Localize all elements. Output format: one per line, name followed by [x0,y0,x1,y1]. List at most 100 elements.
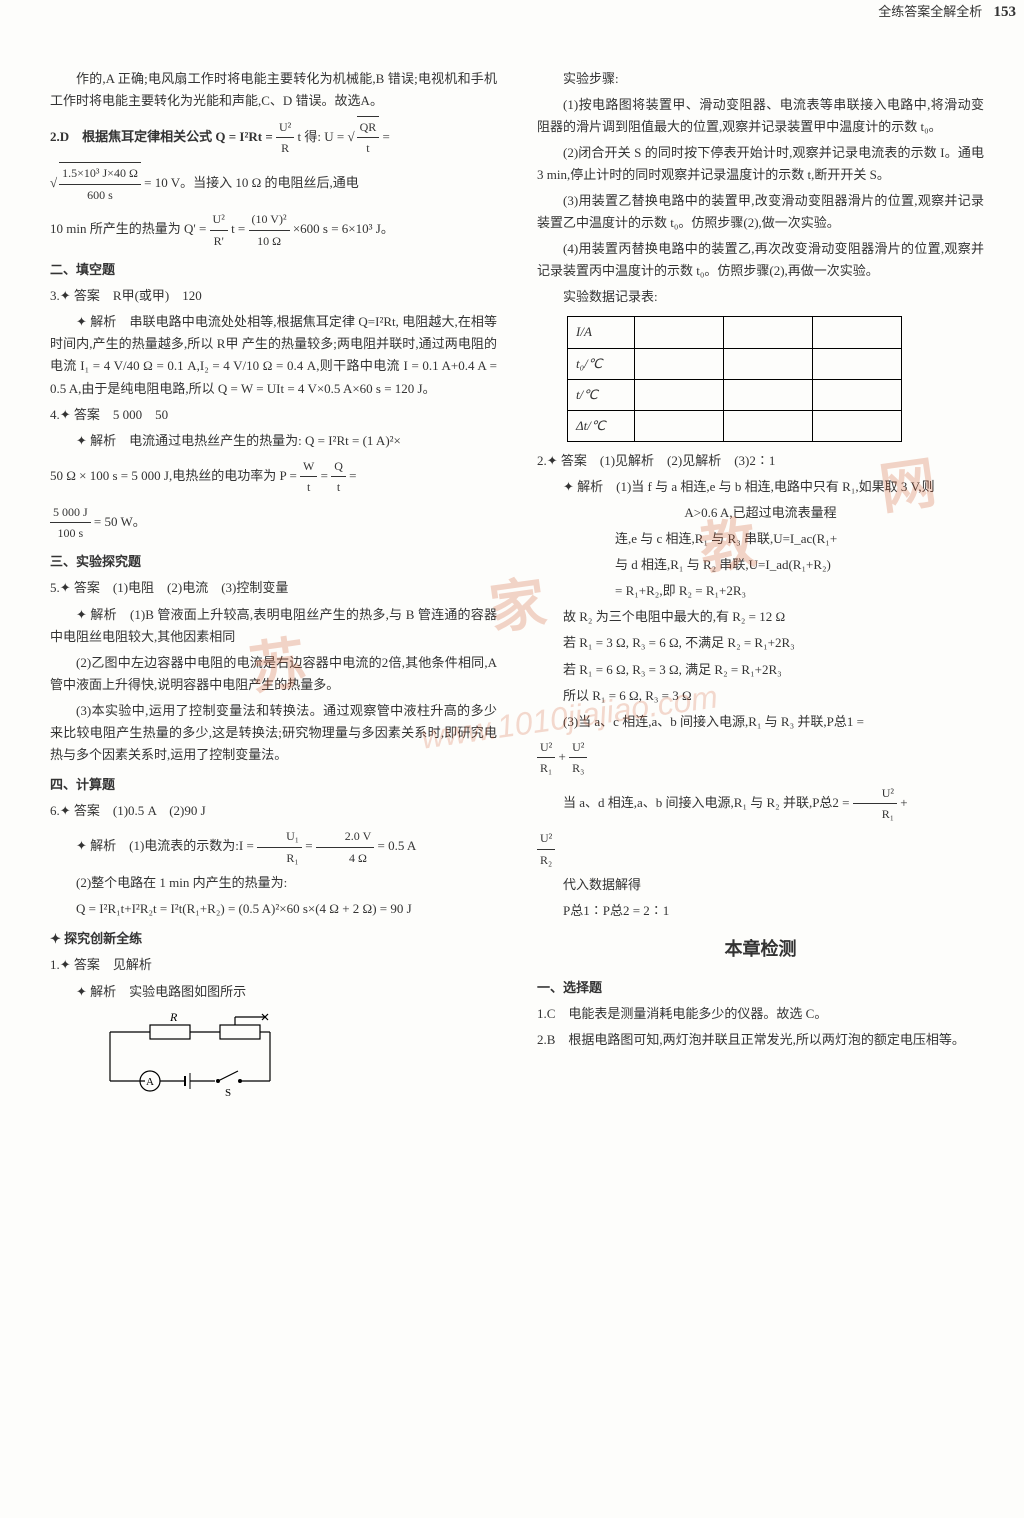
text: = R₁+R₂,即 R₂ = R₁+2R₃ [537,580,984,602]
step-2: (2)闭合开关 S 的同时按下停表开始计时,观察并记录电流表的示数 I。通电 3… [537,142,984,186]
fraction: U²R [276,117,294,159]
step-3: (3)用装置乙替换电路中的装置甲,改变滑动变阻器滑片的位置,观察并记录装置乙中温… [537,190,984,234]
text: U²R₂ [537,828,984,870]
svg-text:A: A [146,1076,154,1088]
circuit-diagram: R A [90,1011,497,1108]
section-heading: 三、实验探究题 [50,551,497,573]
text: P总1∶P总2 = 2∶1 [537,900,984,922]
explain-6: Q = I²R₁t+I²R₂t = I²t(R₁+R₂) = (0.5 A)²×… [50,898,497,920]
chapter-heading: 本章检测 [537,934,984,965]
text: t = [231,221,248,236]
page-number: 153 [994,4,1017,20]
right-column: 实验步骤: (1)按电路图将装置甲、滑动变阻器、电流表等串联接入电路中,将滑动变… [537,68,984,1116]
answer-5: 5.✦ 答案 (1)电阻 (2)电流 (3)控制变量 [50,577,497,599]
text: = [383,129,390,144]
table-row: t/℃ [568,379,902,410]
text: ✦ 解析 (1)电流表的示数为:I = [76,838,257,853]
step-1: (1)按电路图将装置甲、滑动变阻器、电流表等串联接入电路中,将滑动变阻器的滑片调… [537,94,984,138]
table-row: t₀/℃ [568,348,902,379]
row-label: I/A [568,317,635,348]
text: 故 R₂ 为三个电阻中最大的,有 R₂ = 12 Ω [537,606,984,628]
explain-6: (2)整个电路在 1 min 内产生的热量为: [50,872,497,894]
text: 2.D 根据焦耳定律相关公式 Q = I²Rt = [50,129,276,144]
section-heading: 四、计算题 [50,774,497,796]
fraction: U²R₁ [853,783,897,825]
explain-2r: ✦ 解析 (1)当 f 与 a 相连,e 与 b 相连,电路中只有 R₁,如果取… [537,476,984,498]
sqrt: 1.5×10³ J×40 Ω600 s [59,162,141,205]
text: 若 R₁ = 3 Ω, R₃ = 6 Ω, 不满足 R₂ = R₁+2R₃ [537,632,984,654]
explain-5: (2)乙图中左边容器中电阻的电流是右边容器中电流的2倍,其他条件相同,A 管中液… [50,652,497,696]
switch-label: S [225,1087,231,1099]
section-heading: 一、选择题 [537,977,984,999]
answer-4: 4.✦ 答案 5 000 50 [50,404,497,426]
text: (3)当 a、c 相连,a、b 间接入电源,R₁ 与 R₃ 并联,P总1 = [537,711,984,733]
left-column: 作的,A 正确;电风扇工作时将电能主要转化为机械能,B 错误;电视机和手机工作时… [50,68,497,1116]
table-row: Δt/℃ [568,410,902,441]
text: (3)当 a、c 相连,a、b 间接入电源,R₁ 与 R₃ 并联,P总1 = [563,714,864,729]
answer-2r: 2.✦ 答案 (1)见解析 (2)见解析 (3)2∶1 [537,450,984,472]
text: ✦ 解析 电流通过电热丝产生的热量为: Q = I²Rt = (1 A)²× [76,433,401,448]
answer-2b: 2.B 根据电路图可知,两灯泡并联且正常发光,所以两灯泡的额定电压相等。 [537,1029,984,1051]
fraction: (10 V)²10 Ω [249,209,290,251]
resistor-label: R [169,1011,178,1024]
explain-4-cont: 50 Ω × 100 s = 5 000 J,电热丝的电功率为 P = Wt =… [50,456,497,498]
fraction: U²R₃ [569,737,587,779]
text: + [900,795,907,810]
text: = [321,468,332,483]
fraction: Wt [300,456,317,498]
row-label: t/℃ [568,379,635,410]
page-content: 作的,A 正确;电风扇工作时将电能主要转化为机械能,B 错误;电视机和手机工作时… [0,38,1024,1156]
text: = [305,838,316,853]
solution-2d-cont: 10 min 所产生的热量为 Q' = U²R' t = (10 V)²10 Ω… [50,209,497,251]
answer-6: 6.✦ 答案 (1)0.5 A (2)90 J [50,800,497,822]
text: = [349,468,356,483]
explain-5: ✦ 解析 (1)B 管液面上升较高,表明电阻丝产生的热多,与 B 管连通的容器中… [50,604,497,648]
text: t 得: U = [298,129,348,144]
section-heading: 二、填空题 [50,259,497,281]
fraction: U²R₂ [537,828,555,870]
explain-6: ✦ 解析 (1)电流表的示数为:I = U₁R₁ = 2.0 V4 Ω = 0.… [50,826,497,868]
fraction: 5 000 J100 s [50,502,91,544]
solution-2d-cont: √1.5×10³ J×40 Ω600 s = 10 V。当接入 10 Ω 的电阻… [50,162,497,205]
explain-3: ✦ 解析 串联电路中电流处处相等,根据焦耳定律 Q=I²Rt, 电阻越大,在相等… [50,311,497,399]
text: 10 min 所产生的热量为 Q' = [50,221,210,236]
text: 当 a、d 相连,a、b 间接入电源,R₁ 与 R₂ 并联,P总2 = U²R₁… [537,783,984,825]
text-block: 作的,A 正确;电风扇工作时将电能主要转化为机械能,B 错误;电视机和手机工作时… [50,68,497,112]
text: 与 d 相连,R₁ 与 R₂ 串联,U=I_ad(R₁+R₂) [537,554,984,576]
explain-i1: ✦ 解析 实验电路图如图所示 [50,981,497,1003]
page-header: 全练答案全解全析 153 [0,0,1024,26]
text: + [559,749,570,764]
text: A>0.6 A,已超过电流表量程 [537,502,984,524]
table-row: I/A [568,317,902,348]
row-label: t₀/℃ [568,348,635,379]
data-record-table: I/A t₀/℃ t/℃ Δt/℃ [567,316,902,441]
text: 所以 R₁ = 6 Ω, R₃ = 3 Ω [537,685,984,707]
text: 若 R₁ = 6 Ω, R₃ = 3 Ω, 满足 R₂ = R₁+2R₃ [537,659,984,681]
text: ×600 s = 6×10³ J。 [293,221,394,236]
explain-4: ✦ 解析 电流通过电热丝产生的热量为: Q = I²Rt = (1 A)²× [50,430,497,452]
text: 50 Ω × 100 s = 5 000 J,电热丝的电功率为 P = [50,468,300,483]
text: = 0.5 A [377,838,416,853]
answer-i1: 1.✦ 答案 见解析 [50,954,497,976]
text: U²R₁ + U²R₃ [537,737,984,779]
step-4: (4)用装置丙替换电路中的装置乙,再次改变滑动变阻器滑片的位置,观察并记录装置丙… [537,238,984,282]
fraction: U₁R₁ [257,826,302,868]
text: 当 a、d 相连,a、b 间接入电源,R₁ 与 R₂ 并联,P总2 = [563,795,853,810]
answer-3: 3.✦ 答案 R甲(或甲) 120 [50,285,497,307]
text: 代入数据解得 [537,874,984,896]
text: 连,e 与 c 相连,R₁ 与 R₃ 串联,U=I_ac(R₁+ [537,528,984,550]
text: 实验数据记录表: [537,286,984,308]
fraction: Qt [331,456,346,498]
row-label: Δt/℃ [568,410,635,441]
text: = 50 W。 [94,513,146,528]
subsection-heading: 探究创新全练 [50,928,497,950]
fraction: U²R' [210,209,228,251]
sqrt: QRt [357,116,380,159]
fraction: U²R₁ [537,737,555,779]
header-title: 全练答案全解全析 [878,4,982,19]
solution-2d: 2.D 根据焦耳定律相关公式 Q = I²Rt = U²R t 得: U = √… [50,116,497,159]
explain-5: (3)本实验中,运用了控制变量法和转换法。通过观察管中液柱升高的多少来比较电阻产… [50,700,497,766]
fraction: 2.0 V4 Ω [316,826,374,868]
explain-4-cont: 5 000 J100 s = 50 W。 [50,502,497,544]
text: 实验步骤: [537,68,984,90]
